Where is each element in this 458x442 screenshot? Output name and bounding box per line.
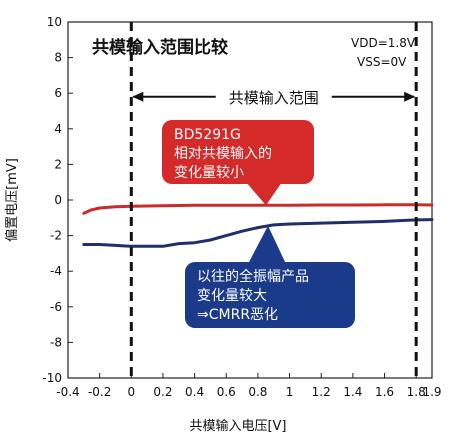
x-tick-label: 1.9 [422,385,441,399]
annotation-text-line: 变化量较小 [174,165,244,181]
x-tick-label: -0.2 [88,385,111,399]
annotation-pointer [246,182,282,206]
x-tick-label: 0 [127,385,135,399]
x-tick-label: 0.6 [217,385,236,399]
y-axis-label: 偏置电压[mV] [5,158,20,242]
y-tick-label: 0 [54,193,62,207]
x-tick-label: 0.8 [248,385,267,399]
range-arrow-right-head [404,91,416,102]
y-tick-label: 2 [54,157,62,171]
chart-title: 共模输入范围比较 [92,37,228,58]
series-line [82,203,434,215]
x-tick-label: 0.2 [153,385,172,399]
y-tick-label: -8 [50,335,62,349]
y-tick-label: -4 [50,264,62,278]
y-tick-label: 8 [54,51,62,65]
y-tick-label: -10 [42,371,62,385]
x-axis-label: 共模输入电压[V] [189,418,286,434]
y-tick-label: 4 [54,122,62,136]
x-tick-label: 1.2 [312,385,331,399]
range-label-background [215,85,332,108]
y-tick-label: 10 [47,15,62,29]
annotation-text-line: 变化量较大 [197,288,267,304]
annotation-text-line: 相对共模输入的 [174,146,272,162]
annotation-text-line: ⇒CMRR恶化 [197,307,278,323]
x-tick-label: 1.6 [375,385,394,399]
annotation-pointer [248,225,286,264]
range-label: 共模输入范围 [229,89,319,107]
y-tick-label: -2 [50,229,62,243]
annotation-text-line: 以往的全振幅产品 [197,268,309,285]
x-tick-label: 0.4 [185,385,204,399]
x-tick-label: -0.4 [56,385,79,399]
condition-vss: VSS=0V [357,55,407,69]
x-tick-label: 1 [286,385,294,399]
x-tick-label: 1.8 [407,385,426,399]
range-arrow-left-head [132,91,144,102]
condition-vdd: VDD=1.8V [351,36,416,50]
annotation-box [162,120,314,184]
y-tick-label: 6 [54,86,62,100]
y-tick-label: -6 [50,300,62,314]
series-line [82,218,434,248]
annotation-box [185,262,355,328]
x-tick-label: 1.4 [343,385,362,399]
annotation-text-line: BD5291G [174,127,241,143]
